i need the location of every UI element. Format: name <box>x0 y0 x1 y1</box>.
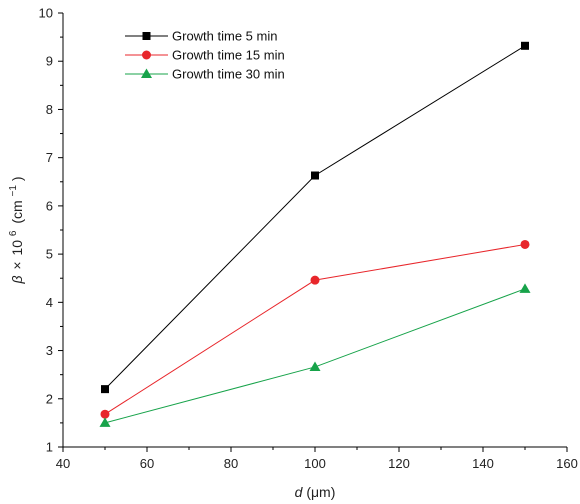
data-point <box>310 275 320 285</box>
x-tick-label: 80 <box>224 456 238 471</box>
data-point <box>101 385 109 394</box>
x-axis-var: d <box>295 484 304 500</box>
data-point <box>100 409 110 419</box>
y-axis-unit-open: (cm <box>9 200 25 223</box>
axes: 40 60 80 100 120 140 160 1 2 3 4 5 6 7 8 9 10 <box>39 6 578 472</box>
x-tick-label: 100 <box>304 456 326 471</box>
y-tick-label: 6 <box>46 198 53 213</box>
y-axis-exp: 6 <box>8 230 19 236</box>
data-point <box>99 417 111 427</box>
y-axis-unit-close: ) <box>9 176 25 181</box>
y-tick-label: 10 <box>39 6 53 21</box>
series-layer <box>99 41 531 427</box>
x-tick-label: 160 <box>556 456 578 471</box>
legend-label: Growth time 5 min <box>172 29 277 44</box>
y-tick-label: 9 <box>46 54 53 69</box>
x-tick-label: 60 <box>140 456 154 471</box>
y-axis-title: β × 10 6 (cm −1 ) <box>3 176 25 284</box>
x-tick-label: 120 <box>388 456 410 471</box>
data-point <box>309 361 321 371</box>
y-tick-label: 7 <box>46 150 53 165</box>
legend-label: Growth time 30 min <box>172 67 285 82</box>
series-3 <box>99 283 531 427</box>
data-point <box>521 41 529 50</box>
data-point <box>311 171 319 180</box>
series-2 <box>100 239 530 419</box>
y-tick-label: 4 <box>46 295 53 310</box>
legend-item: Growth time 15 min <box>125 48 285 63</box>
data-point <box>519 283 531 293</box>
x-axis-title: d (μm) <box>295 484 336 500</box>
legend-marker <box>141 68 152 78</box>
legend-marker <box>142 50 151 60</box>
legend-item: Growth time 30 min <box>125 67 285 82</box>
x-axis-unit: (μm) <box>306 484 335 500</box>
series-1 <box>101 41 529 394</box>
y-axis-unit-exp: −1 <box>8 185 19 197</box>
y-tick-label: 3 <box>46 343 53 358</box>
data-point <box>520 239 530 249</box>
legend: Growth time 5 min Growth time 15 min Growt… <box>125 29 285 82</box>
y-tick-label: 8 <box>46 102 53 117</box>
y-tick-label: 1 <box>46 440 53 455</box>
series-line <box>104 45 526 390</box>
y-axis-var: β <box>9 276 25 285</box>
series-line <box>104 288 526 424</box>
legend-label: Growth time 15 min <box>172 48 285 63</box>
legend-item: Growth time 5 min <box>125 29 277 44</box>
legend-marker <box>142 32 151 40</box>
series-line <box>104 243 526 415</box>
y-axis-times: × <box>9 261 25 269</box>
y-tick-label: 2 <box>46 391 53 406</box>
x-tick-label: 40 <box>56 456 70 471</box>
y-tick-label: 5 <box>46 247 53 262</box>
x-tick-label: 140 <box>472 456 494 471</box>
y-axis-power: 10 <box>9 240 25 256</box>
